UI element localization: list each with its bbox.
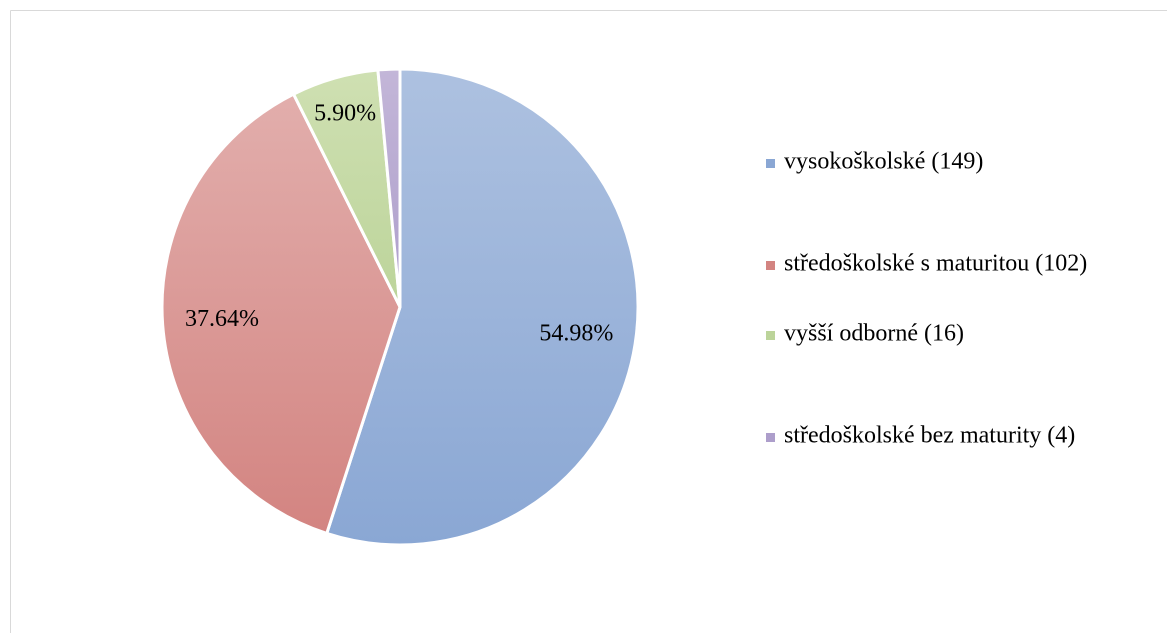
legend-swatch <box>766 433 775 442</box>
pie-slice <box>160 92 402 536</box>
legend-label: vyšší odborné (16) <box>784 321 964 347</box>
data-label: 54.98% <box>539 320 613 346</box>
pie-slice <box>376 67 402 308</box>
legend-swatch <box>766 159 775 168</box>
legend-swatch <box>766 261 775 270</box>
data-label: 37.64% <box>185 306 259 332</box>
legend-label: vysokoškolské (149) <box>784 149 983 175</box>
legend-swatch <box>766 331 775 340</box>
data-label: 5.90% <box>314 100 376 126</box>
legend-label: středoškolské bez maturity (4) <box>784 423 1075 449</box>
legend-label: středoškolské s maturitou (102) <box>784 251 1087 277</box>
pie-slice <box>324 67 640 547</box>
